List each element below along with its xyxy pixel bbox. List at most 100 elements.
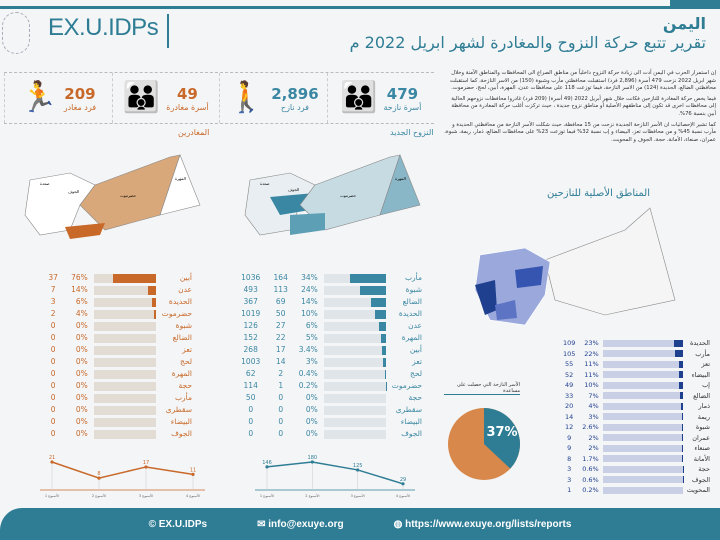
- paragraph-displacement: إن استمرار الحرب في اليمن أدت الى زيادة …: [449, 70, 716, 92]
- departures-map: صعدة الجوف حضرموت المهرة: [24, 154, 201, 239]
- departures-title: المغادرين: [178, 128, 210, 137]
- new-displacement-table: مأرب 34% 164 1036 شبوة 24% 113 493 الضالع 14% 69 36…: [236, 272, 425, 440]
- count-value: 1036: [241, 273, 261, 283]
- percent-value: 0%: [75, 345, 88, 355]
- stat-value: 49: [176, 84, 198, 103]
- count-value: 0: [50, 357, 56, 367]
- pie-slice-assisted: [484, 408, 520, 469]
- table-row: تعز 3% 14 1003: [236, 356, 425, 368]
- percent-bar: [602, 350, 683, 358]
- governorate-name: أبين: [409, 345, 422, 355]
- stat-label: فرد نازح: [280, 102, 309, 112]
- governorate-name: الضالع: [402, 297, 422, 307]
- governorate-name: حجة: [408, 393, 423, 403]
- map-label-hadramout: حضرموت: [120, 193, 137, 198]
- table-row: الأمانة 1.7% 8: [558, 454, 712, 465]
- data-point: [356, 468, 360, 472]
- map-region-taiz: [495, 300, 517, 320]
- percent-value: 11%: [584, 360, 599, 368]
- origin-table: الحديدة 23% 109 مأرب 22% 105 تعز 11% 55 البيضاء 11…: [558, 338, 712, 496]
- percent-bar: [93, 393, 156, 403]
- count-value: 126: [243, 321, 258, 331]
- percent-bar-fill: [147, 285, 156, 295]
- governorate-name: حجة: [178, 381, 193, 391]
- governorate-name: الجوف: [171, 429, 192, 439]
- percent-value: 6%: [75, 297, 88, 307]
- percent-value: 23%: [584, 339, 599, 347]
- map-region-marib: [515, 266, 543, 288]
- percent-value: 0%: [75, 321, 88, 331]
- governorate-name: الجوف: [401, 429, 422, 439]
- count-value: 9: [567, 433, 572, 442]
- table-row: الجوف 0.6% 3: [558, 475, 712, 486]
- data-label: 125: [353, 463, 363, 469]
- count-value: 0: [50, 369, 56, 379]
- percent-value: 0%: [75, 417, 88, 427]
- governorate-name: ذمار: [698, 402, 711, 410]
- percent-bar: [602, 486, 683, 494]
- table-row: الضالع 0% 0: [38, 332, 195, 344]
- map-region-west: [24, 172, 96, 236]
- table-row: البيضاء 0% 0 0: [236, 416, 425, 428]
- count-value: 0: [278, 405, 284, 415]
- count-value: 152: [243, 333, 258, 343]
- percent-bar: [93, 273, 156, 283]
- percent-bar: [323, 381, 386, 391]
- footer-email[interactable]: ✉ info@exuye.org: [257, 518, 344, 530]
- percent-bar: [602, 413, 683, 421]
- stat-card: 👪 479 أسرة نازحة: [326, 73, 435, 123]
- governorate-name: حجة: [698, 465, 710, 473]
- governorate-name: الضالع: [172, 333, 192, 343]
- footer: © EX.U.IDPs ✉ info@exuye.org ◍ https://w…: [0, 508, 720, 540]
- governorate-name: شبوة: [175, 321, 192, 331]
- count-value: 62: [245, 369, 256, 379]
- governorate-name: ريمة: [697, 412, 710, 421]
- data-point: [265, 465, 269, 469]
- map-label-saada: صعدة: [40, 181, 50, 186]
- percent-bar: [323, 273, 386, 283]
- pie-caption: الأسر النازحة التي حصلت على مساعدة: [444, 382, 520, 395]
- stat-value: 479: [386, 84, 419, 103]
- table-row: عدن 14% 7: [38, 284, 195, 296]
- percent-value: 0%: [75, 393, 88, 403]
- percent-value: 1.7%: [582, 454, 599, 463]
- percent-value: 0%: [75, 369, 88, 379]
- data-label: 146: [262, 460, 272, 466]
- week-label: الأسبوع 1: [260, 493, 274, 498]
- table-row: صنعاء 2% 9: [558, 443, 712, 454]
- map-region-hadramout: [544, 207, 676, 316]
- count-value: 0: [50, 429, 56, 439]
- table-row: لحج 0.4% 2 62: [236, 368, 425, 380]
- table-row: الضالع 7% 33: [558, 391, 712, 402]
- percent-bar: [602, 444, 683, 452]
- origin-map: [474, 207, 676, 326]
- departures-table: أبين 76% 37 عدن 14% 7 الحديدة 6% 3 حضرموت 4% 2 شبوة 0…: [38, 272, 195, 440]
- percent-bar-fill: [679, 381, 683, 389]
- percent-bar: [93, 333, 156, 343]
- table-row: مأرب 22% 105: [558, 349, 712, 360]
- footer-website[interactable]: ◍ https://www.exuye.org/lists/reports: [393, 518, 572, 530]
- table-row: شبوة 0% 0: [38, 320, 195, 332]
- percent-value: 0%: [75, 333, 88, 343]
- data-point: [401, 482, 405, 486]
- percent-value: 34%: [301, 273, 318, 283]
- governorate-name: لحج: [180, 357, 192, 367]
- percent-bar-fill: [674, 350, 683, 358]
- percent-value: 0%: [75, 381, 88, 391]
- table-row: حجة 0% 0: [38, 380, 195, 392]
- governorate-name: إب: [702, 381, 710, 389]
- count-value: 20: [565, 402, 574, 410]
- percent-value: 0%: [305, 393, 318, 403]
- table-row: ذمار 4% 20: [558, 401, 712, 412]
- percent-bar-fill: [382, 357, 386, 367]
- summary-text: إن استمرار الحرب في اليمن أدت الى زيادة …: [444, 70, 716, 147]
- percent-bar: [93, 345, 156, 355]
- percent-bar: [602, 476, 683, 484]
- percent-bar: [93, 381, 156, 391]
- top-accent: [670, 0, 720, 9]
- count-value: 52: [565, 370, 574, 379]
- stat-card: 🏃 209 فرد مغادر: [4, 73, 112, 123]
- percent-value: 0.2%: [298, 381, 318, 391]
- governorate-name: حضرموت: [161, 309, 192, 319]
- origin-title: المناطق الأصلية للنازحين: [546, 188, 650, 199]
